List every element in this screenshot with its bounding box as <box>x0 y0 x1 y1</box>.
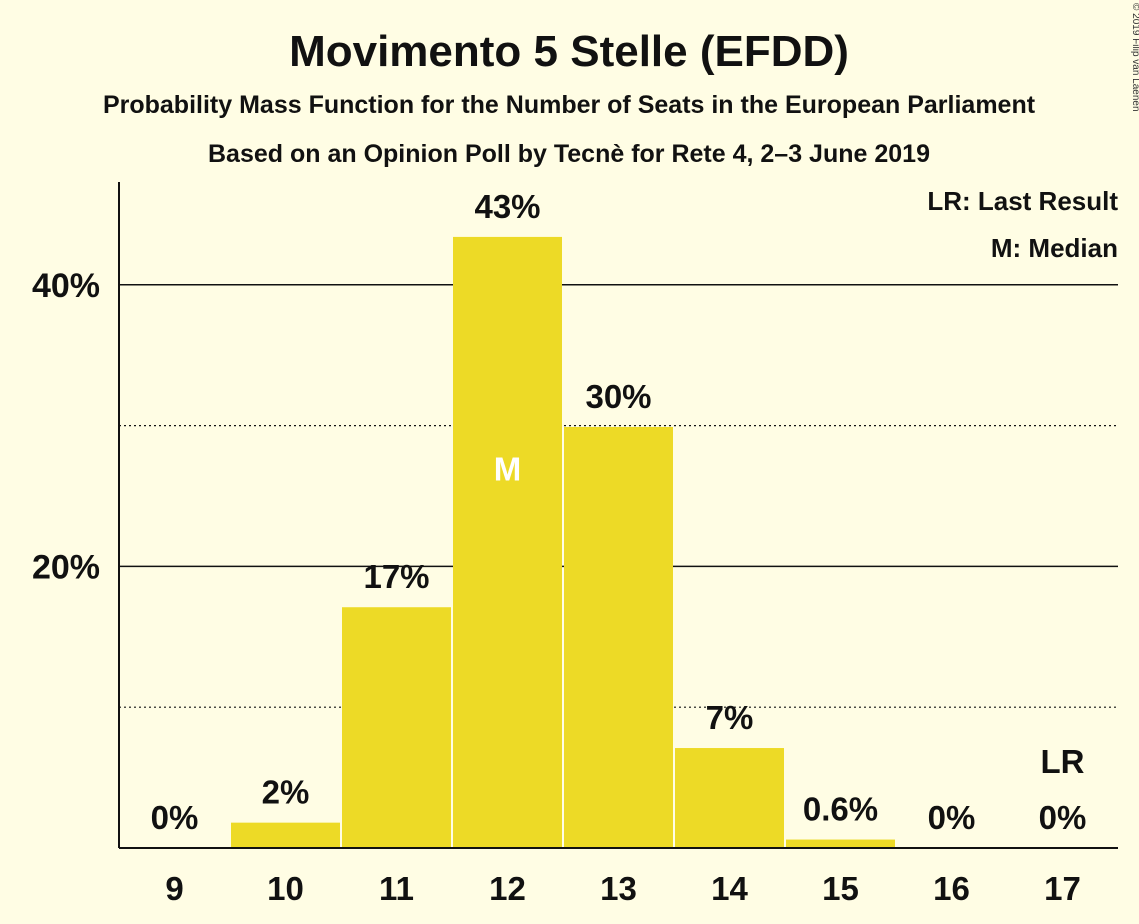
median-marker: M <box>494 450 522 487</box>
data-labels: 0% 9 2% 10 17% 11 43% 12 M 30% 13 7% 14 0.6% 15 0% 16 0% 1… <box>151 188 1087 907</box>
x-tick-label: 15 <box>822 870 859 907</box>
chart-subtitle: Probability Mass Function for the Number… <box>103 91 1036 119</box>
legend-last-result: LR: Last Result <box>927 186 1118 216</box>
x-tick-label: 10 <box>267 870 304 907</box>
last-result-marker: LR <box>1041 743 1085 780</box>
data-label: 7% <box>706 699 754 736</box>
axes <box>118 182 1118 849</box>
data-label: 0% <box>151 799 199 836</box>
bars <box>231 236 895 848</box>
data-label: 0.6% <box>803 791 878 828</box>
bar <box>786 839 895 848</box>
bar <box>564 426 673 848</box>
data-label: 30% <box>585 378 651 415</box>
x-tick-label: 16 <box>933 870 970 907</box>
data-label: 17% <box>363 558 429 595</box>
data-label: 0% <box>1039 799 1087 836</box>
data-label: 0% <box>928 799 976 836</box>
bar <box>342 607 451 848</box>
legend-median: M: Median <box>991 233 1118 263</box>
bar <box>675 748 784 848</box>
x-tick-label: 12 <box>489 870 526 907</box>
x-tick-label: 11 <box>379 870 414 907</box>
x-tick-label: 13 <box>600 870 637 907</box>
x-tick-label: 17 <box>1044 870 1081 907</box>
x-tick-label: 9 <box>165 870 183 907</box>
chart-subtitle-source: Based on an Opinion Poll by Tecnè for Re… <box>208 140 930 168</box>
data-label: 2% <box>262 774 310 811</box>
bar <box>231 822 340 848</box>
x-tick-label: 14 <box>711 870 748 907</box>
data-label: 43% <box>474 188 540 225</box>
y-tick-label: 40% <box>32 267 100 305</box>
bar <box>453 236 562 848</box>
copyright-text: © 2019 Filip van Laenen <box>1130 3 1139 112</box>
y-tick-label: 20% <box>32 548 100 586</box>
chart-title: Movimento 5 Stelle (EFDD) <box>289 27 849 76</box>
